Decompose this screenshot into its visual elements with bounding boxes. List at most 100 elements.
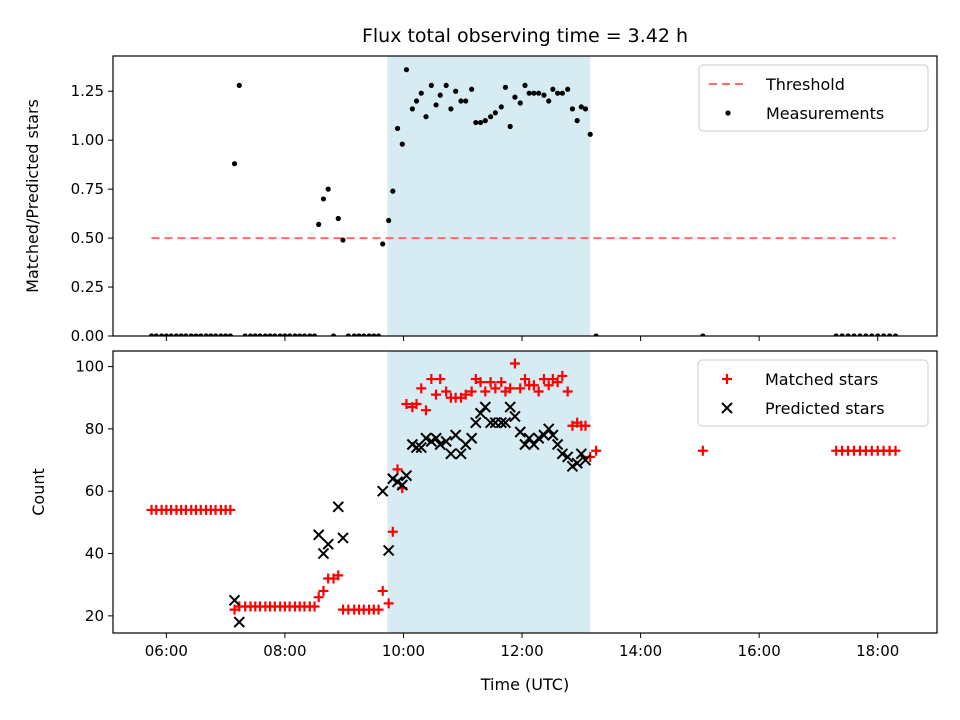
data-point [499, 416, 512, 429]
data-point [188, 333, 194, 336]
data-point [430, 432, 442, 444]
x-tick-label: 18:00 [856, 642, 899, 660]
data-point [309, 601, 320, 612]
data-point [277, 333, 283, 336]
data-point [593, 333, 599, 336]
data-point [272, 333, 278, 336]
data-point [247, 333, 254, 336]
data-point [333, 570, 344, 581]
data-point [421, 405, 432, 416]
data-point [517, 100, 523, 106]
legend-box [698, 64, 929, 132]
data-point [528, 438, 540, 451]
data-point [267, 333, 273, 336]
data-point [433, 102, 439, 108]
data-point [580, 420, 591, 431]
legend-label: Predicted stars [765, 399, 885, 418]
data-point [722, 374, 732, 384]
data-point [585, 451, 596, 462]
data-point [443, 82, 449, 88]
data-point [466, 386, 477, 397]
y-axis-label: Count [29, 468, 48, 516]
data-point [507, 123, 513, 130]
data-point [469, 86, 475, 92]
data-point [225, 504, 236, 515]
data-point [400, 469, 413, 482]
data-point [377, 585, 388, 596]
data-point [399, 141, 405, 147]
x-tick-label: 14:00 [619, 642, 662, 660]
data-point [869, 333, 875, 336]
data-point [394, 125, 401, 132]
data-point [178, 333, 184, 336]
data-point [533, 386, 544, 397]
data-point [509, 358, 520, 369]
data-point [377, 485, 389, 497]
data-point [312, 529, 325, 541]
data-point [340, 237, 346, 243]
data-point [227, 333, 233, 336]
data-point [839, 333, 845, 336]
data-point [316, 221, 322, 227]
data-point [555, 90, 561, 96]
axes-frame [112, 350, 938, 634]
x-tick-label: 06:00 [145, 642, 188, 660]
data-point [437, 92, 443, 98]
data-point [236, 82, 242, 88]
data-point [345, 333, 351, 336]
data-point [387, 526, 398, 537]
data-point [455, 448, 467, 460]
data-point [509, 410, 521, 423]
data-point [409, 106, 415, 112]
data-point [475, 377, 486, 388]
data-point [569, 106, 576, 112]
data-point [431, 389, 442, 400]
data-point [418, 90, 424, 96]
data-point [550, 86, 556, 92]
y-tick-label: 1.00 [71, 131, 104, 149]
data-point [382, 544, 395, 557]
data-point [383, 598, 394, 609]
data-point [313, 592, 324, 603]
data-point [252, 333, 258, 336]
y-tick-label: 1.25 [71, 82, 104, 100]
data-point [492, 110, 498, 116]
data-point [356, 333, 362, 336]
data-point [477, 119, 484, 126]
data-point [415, 441, 427, 454]
data-point [332, 501, 344, 513]
count-panel: 20 40 60 80 100 06:00 08:00 10:00 12:00 14:00 16:0… [29, 350, 938, 660]
data-point [242, 333, 248, 336]
data-point [547, 429, 559, 441]
data-point [574, 118, 580, 124]
data-point [505, 383, 516, 394]
data-point [153, 333, 159, 336]
data-point [504, 401, 516, 413]
data-point [366, 333, 372, 336]
data-point [833, 333, 839, 336]
data-point [845, 333, 851, 336]
data-point [721, 402, 733, 414]
data-point [559, 90, 565, 96]
data-point [571, 457, 583, 469]
data-point [287, 333, 293, 336]
data-point [532, 432, 545, 444]
data-point [453, 88, 459, 94]
data-point [441, 386, 452, 397]
data-point [282, 333, 288, 336]
data-point [697, 445, 708, 456]
data-point [538, 374, 549, 385]
data-point [223, 333, 229, 336]
data-point [552, 377, 563, 388]
data-point [325, 186, 331, 192]
data-point [330, 333, 337, 336]
data-point [445, 448, 457, 460]
data-point [392, 464, 403, 475]
data-point [410, 441, 423, 454]
data-point [318, 585, 329, 596]
data-point [725, 110, 731, 116]
data-point [470, 416, 482, 429]
y-tick-label: 40 [85, 545, 104, 563]
data-point [173, 333, 180, 336]
